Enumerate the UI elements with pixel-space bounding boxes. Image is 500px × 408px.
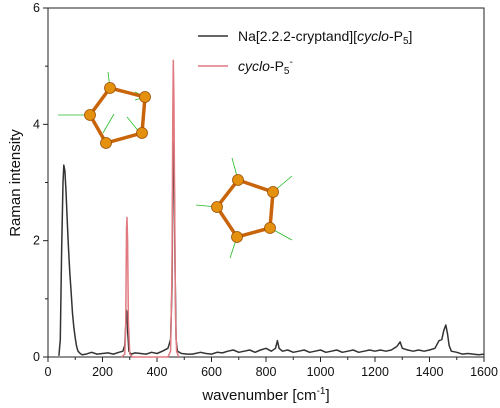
tick-labels: 0 200 400 600 800 1000 1200 1400 1600 0 2 4 6 (33, 1, 498, 379)
x-tick-label-7: 1400 (416, 365, 444, 379)
legend: Na[2.2.2-cryptand][cyclo-P5] cyclo-P5- (198, 28, 412, 77)
x-tick-label-0: 0 (45, 365, 52, 379)
series-layer (58, 59, 485, 358)
y-tick-label-2: 4 (33, 117, 40, 131)
x-tick-label-2: 400 (147, 365, 168, 379)
x-tick-label-1: 200 (92, 365, 113, 379)
molecule-mode-1-drawing (58, 71, 151, 149)
x-tick-label-8: 1600 (470, 365, 498, 379)
x-tick-label-6: 1200 (361, 365, 389, 379)
legend-label-series-2: cyclo-P5- (238, 57, 293, 77)
x-tick-label-4: 800 (256, 365, 277, 379)
series-line-2 (121, 59, 180, 358)
y-tick-label-0: 0 (33, 350, 40, 364)
legend-label-series-1: Na[2.2.2-cryptand][cyclo-P5] (238, 28, 412, 47)
y-tick-label-3: 6 (33, 1, 40, 15)
axis-ticks (43, 7, 485, 362)
x-tick-label-3: 600 (201, 365, 222, 379)
y-tick-label-1: 2 (33, 234, 40, 248)
series-line-1 (58, 141, 485, 356)
molecule-mode-2-drawing (195, 157, 293, 259)
x-axis-title: wavenumber [cm-1] (201, 386, 329, 404)
x-tick-label-5: 1000 (307, 365, 335, 379)
y-axis-title: Raman intensity (7, 129, 24, 237)
